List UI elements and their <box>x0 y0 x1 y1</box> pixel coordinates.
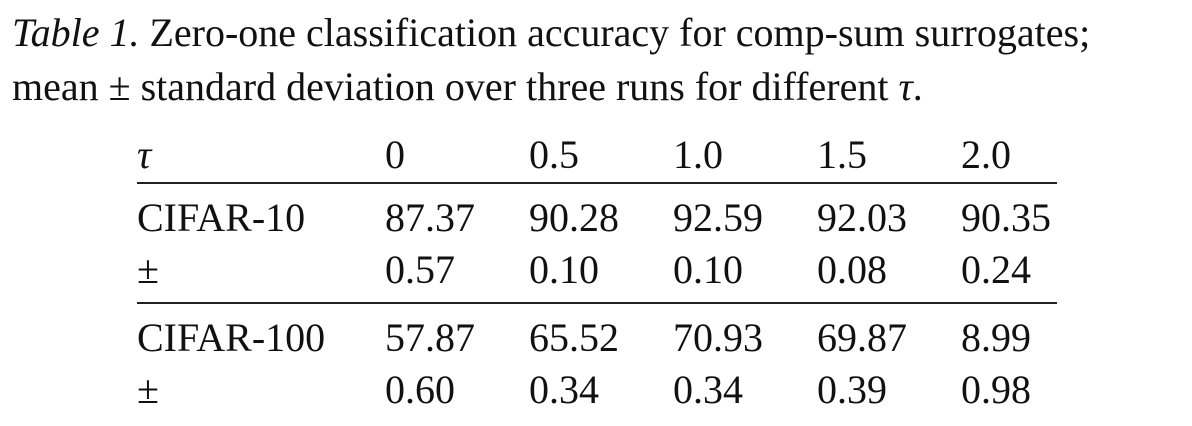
header-value: 1.0 <box>673 132 723 177</box>
header-value: 0 <box>385 132 405 177</box>
mean-cell: 57.87 <box>385 302 529 364</box>
std-cell: 0.60 <box>385 367 455 412</box>
std-cell: 0.39 <box>817 367 887 412</box>
std-cell: 0.57 <box>385 247 455 292</box>
table-row-std: ± 0.57 0.10 0.10 0.08 0.24 <box>137 244 1057 303</box>
mean-cell: 65.52 <box>529 302 673 364</box>
mean-cell: 70.93 <box>673 302 817 364</box>
dataset-name: CIFAR-100 <box>137 302 385 364</box>
mean-cell: 90.35 <box>961 182 1057 244</box>
std-cell: 0.10 <box>673 247 743 292</box>
dataset-name: CIFAR-10 <box>137 182 385 244</box>
mean-cell: 92.03 <box>817 182 961 244</box>
mean-cell: 8.99 <box>961 302 1057 364</box>
table-header-row: τ 0 0.5 1.0 1.5 2.0 <box>137 128 1057 183</box>
pm-label: ± <box>137 367 159 412</box>
pm-label: ± <box>137 247 159 292</box>
mean-cell: 92.59 <box>673 182 817 244</box>
results-table: τ 0 0.5 1.0 1.5 2.0 CIFAR-10 87.37 90.28… <box>137 128 1057 422</box>
std-cell: 0.34 <box>529 367 599 412</box>
std-cell: 0.10 <box>529 247 599 292</box>
table-caption: Table 1. Zero-one classification accurac… <box>12 6 1187 114</box>
header-param: τ <box>137 132 152 177</box>
caption-tau-symbol: τ <box>898 64 913 109</box>
mean-cell: 87.37 <box>385 182 529 244</box>
mean-cell: 69.87 <box>817 302 961 364</box>
caption-period: . <box>912 64 923 109</box>
caption-label: Table 1. <box>12 10 140 55</box>
std-cell: 0.98 <box>961 367 1031 412</box>
header-value: 1.5 <box>817 132 867 177</box>
caption-text-line1: Zero-one classification accuracy for com… <box>139 10 1091 55</box>
header-value: 0.5 <box>529 132 579 177</box>
std-cell: 0.08 <box>817 247 887 292</box>
std-cell: 0.24 <box>961 247 1031 292</box>
caption-text-line2: mean ± standard deviation over three run… <box>12 64 899 109</box>
header-value: 2.0 <box>961 132 1011 177</box>
table-row-mean: CIFAR-10 87.37 90.28 92.59 92.03 90.35 <box>137 182 1057 244</box>
table-row-std: ± 0.60 0.34 0.34 0.39 0.98 <box>137 364 1057 422</box>
mean-cell: 90.28 <box>529 182 673 244</box>
std-cell: 0.34 <box>673 367 743 412</box>
table-row-mean: CIFAR-100 57.87 65.52 70.93 69.87 8.99 <box>137 302 1057 364</box>
